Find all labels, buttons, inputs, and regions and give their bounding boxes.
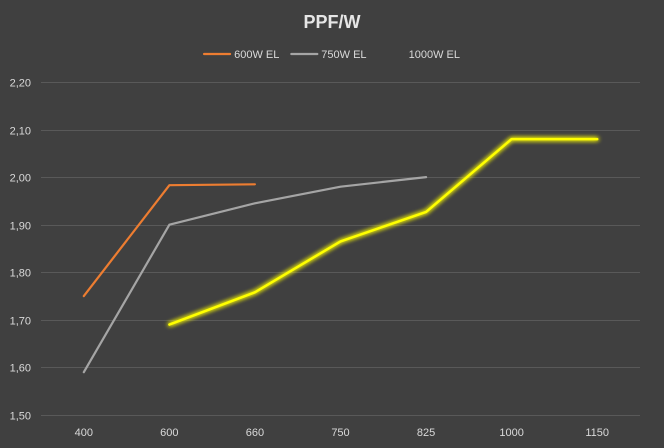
y-tick-label: 1,80 <box>10 268 31 280</box>
y-tick-label: 1,70 <box>10 316 31 328</box>
x-tick-label: 750 <box>331 427 349 439</box>
data-point <box>254 291 256 293</box>
x-tick-label: 1000 <box>499 427 523 439</box>
y-tick-label: 1,90 <box>10 221 31 233</box>
y-axis-tick-labels: 1,50 1,60 1,70 1,80 1,90 2,00 2,10 2,20 <box>10 78 31 423</box>
series-line-600w-el <box>82 183 256 298</box>
x-tick-label: 1150 <box>585 427 609 439</box>
data-point <box>168 184 170 186</box>
series-line-750w-el <box>82 176 428 374</box>
legend-label: 1000W EL <box>409 49 460 61</box>
x-tick-label: 600 <box>160 427 178 439</box>
y-tick-label: 2,20 <box>10 78 31 90</box>
legend: 600W EL 750W EL 1000W EL <box>202 49 460 61</box>
y-tick-label: 1,60 <box>10 363 31 375</box>
legend-label: 600W EL <box>234 49 279 61</box>
data-point <box>425 176 427 178</box>
x-tick-label: 400 <box>75 427 93 439</box>
gridlines <box>41 82 640 416</box>
data-point <box>168 224 170 226</box>
chart-title: PPF/W <box>304 12 361 32</box>
data-point <box>168 323 170 325</box>
data-point <box>254 202 256 204</box>
data-point <box>596 138 598 140</box>
data-point <box>425 211 427 213</box>
data-point <box>254 183 256 185</box>
y-tick-label: 2,00 <box>10 173 31 185</box>
x-axis-tick-labels: 400 600 660 750 825 1000 1150 <box>75 427 609 439</box>
data-point <box>510 138 512 140</box>
legend-label: 750W EL <box>321 49 366 61</box>
y-tick-label: 2,10 <box>10 126 31 138</box>
x-tick-label: 660 <box>246 427 264 439</box>
data-point <box>83 295 85 297</box>
series-lines <box>82 137 599 374</box>
series-line-1000w-el <box>168 137 599 326</box>
y-tick-label: 1,50 <box>10 411 31 423</box>
data-point <box>339 240 341 242</box>
data-point <box>83 371 85 373</box>
data-point <box>339 186 341 188</box>
x-tick-label: 825 <box>417 427 435 439</box>
